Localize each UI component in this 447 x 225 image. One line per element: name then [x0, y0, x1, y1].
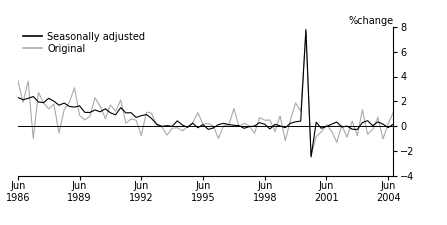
Text: %change: %change	[348, 16, 393, 25]
Legend: Seasonally adjusted, Original: Seasonally adjusted, Original	[23, 32, 145, 54]
